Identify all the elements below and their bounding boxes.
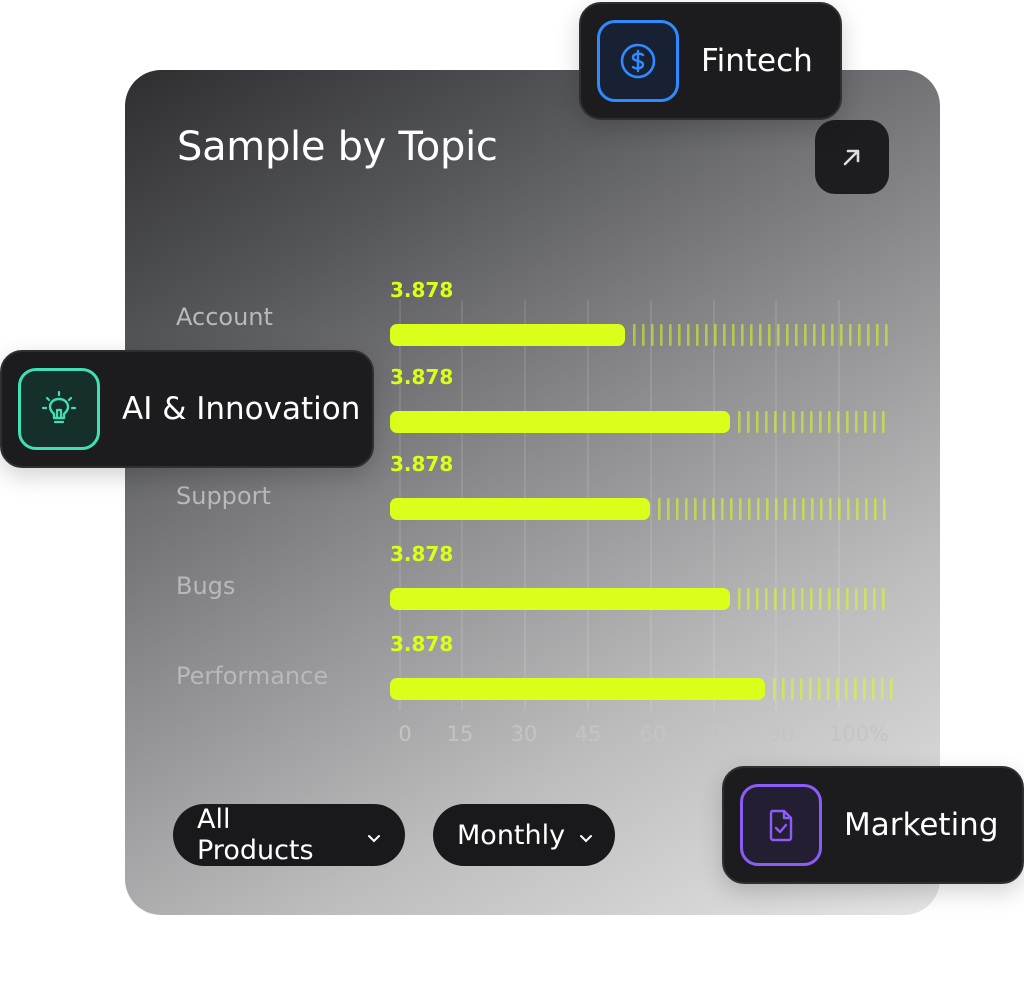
product-filter-dropdown[interactable]: All Products <box>173 804 405 866</box>
bar-track <box>633 324 888 346</box>
category-label: Support <box>176 482 271 510</box>
bar-track <box>738 411 885 433</box>
tag-marketing[interactable]: Marketing <box>722 766 1024 884</box>
tag-label: Fintech <box>701 43 813 79</box>
tag-ai-innovation[interactable]: AI & Innovation <box>0 350 374 468</box>
x-tick-label: 75 <box>703 722 731 746</box>
tag-fintech[interactable]: Fintech <box>579 2 842 120</box>
chevron-down-icon <box>367 820 381 851</box>
x-tick-label: 45 <box>574 722 602 746</box>
period-filter-value: Monthly <box>457 819 566 851</box>
bar-track <box>658 498 886 520</box>
bar <box>390 588 730 610</box>
bar <box>390 324 625 346</box>
x-tick-label: 90 <box>767 722 795 746</box>
bar <box>390 678 765 700</box>
data-label: 3.878 <box>390 365 454 389</box>
bar-track <box>738 588 885 610</box>
category-label: Bugs <box>176 572 236 600</box>
document-check-icon <box>740 784 822 866</box>
chevron-down-icon <box>579 820 593 851</box>
x-tick-label: 60 <box>639 722 667 746</box>
category-label: Account <box>176 303 273 331</box>
card-title: Sample by Topic <box>177 124 498 170</box>
bar-chart <box>390 300 893 710</box>
chart-card: Sample by Topic Account Support Bugs Per… <box>125 70 940 915</box>
dollar-circle-icon <box>597 20 679 102</box>
x-tick-label: 15 <box>446 722 474 746</box>
tag-label: AI & Innovation <box>122 391 361 427</box>
x-tick-label: 100% <box>828 722 890 746</box>
bar-track <box>773 678 893 700</box>
data-label: 3.878 <box>390 452 454 476</box>
arrow-up-right-icon <box>843 149 860 166</box>
category-label: Performance <box>176 662 329 690</box>
tag-label: Marketing <box>844 807 999 843</box>
data-label: 3.878 <box>390 278 454 302</box>
expand-button[interactable] <box>815 120 889 194</box>
bar <box>390 411 730 433</box>
data-label: 3.878 <box>390 542 454 566</box>
x-tick-label: 30 <box>510 722 538 746</box>
product-filter-value: All Products <box>197 804 314 866</box>
x-tick-label: 0 <box>398 722 412 746</box>
lightbulb-icon <box>18 368 100 450</box>
bar <box>390 498 650 520</box>
period-filter-dropdown[interactable]: Monthly <box>433 804 615 866</box>
data-label: 3.878 <box>390 632 454 656</box>
